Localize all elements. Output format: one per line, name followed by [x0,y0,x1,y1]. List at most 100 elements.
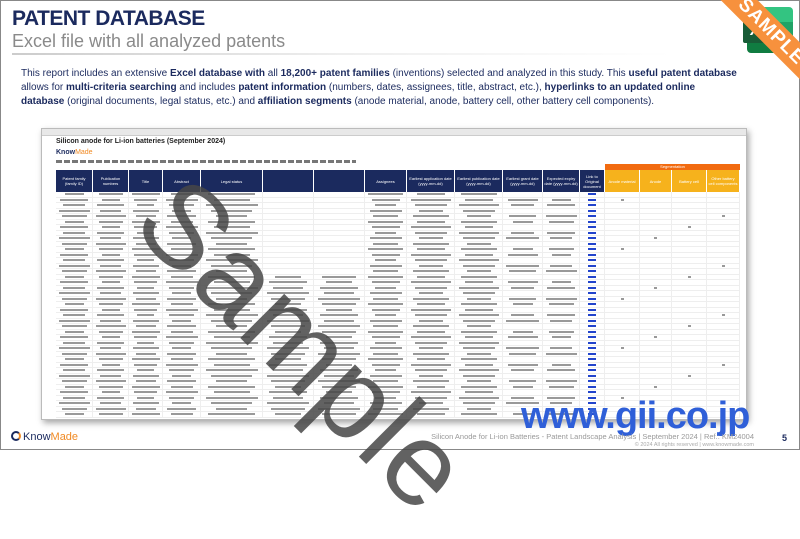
document-link[interactable] [588,413,596,416]
table-cell [163,335,201,340]
table-cell [314,313,365,318]
document-link[interactable] [588,209,596,212]
document-link[interactable] [588,193,596,196]
document-link[interactable] [588,402,596,405]
table-row [56,346,740,352]
table-cell [129,285,163,290]
table-cell [503,230,543,235]
intro-segment: Excel database with [169,68,266,79]
document-link[interactable] [588,303,596,306]
table-row [56,241,740,247]
document-link[interactable] [588,297,596,300]
table-cell [672,208,707,213]
document-link[interactable] [588,281,596,284]
table-cell [314,208,365,213]
document-link[interactable] [588,363,596,366]
document-link[interactable] [588,198,596,201]
document-link[interactable] [588,314,596,317]
document-link[interactable] [588,248,596,251]
document-link[interactable] [588,347,596,350]
document-link[interactable] [588,237,596,240]
table-cell [314,302,365,307]
table-cell [56,214,93,219]
column-header: Anode [640,170,672,192]
table-cell [503,258,543,263]
table-cell [56,219,93,224]
document-link[interactable] [588,275,596,278]
table-cell [580,412,605,417]
document-link[interactable] [588,341,596,344]
table-cell [672,230,707,235]
document-link[interactable] [588,396,596,399]
table-cell [163,357,201,362]
document-link[interactable] [588,407,596,410]
table-cell [455,313,503,318]
table-cell [707,302,740,307]
document-link[interactable] [588,369,596,372]
document-link[interactable] [588,204,596,207]
table-cell [543,357,580,362]
table-cell [263,335,314,340]
document-link[interactable] [588,374,596,377]
table-cell [56,208,93,213]
table-cell [640,258,672,263]
table-cell [543,390,580,395]
document-link[interactable] [588,336,596,339]
intro-segment: This report includes an extensive [21,68,170,79]
table-cell [263,203,314,208]
table-cell [503,395,543,400]
table-cell [365,302,407,307]
table-cell [201,291,263,296]
table-cell [263,368,314,373]
document-link[interactable] [588,259,596,262]
table-row [56,252,740,258]
table-cell [93,258,129,263]
document-link[interactable] [588,215,596,218]
table-cell [93,412,129,417]
document-link[interactable] [588,308,596,311]
document-link[interactable] [588,385,596,388]
table-cell [455,197,503,202]
document-link[interactable] [588,319,596,322]
table-cell [672,373,707,378]
table-cell [129,280,163,285]
table-cell [407,362,455,367]
document-link[interactable] [588,330,596,333]
table-cell [580,296,605,301]
document-link[interactable] [588,325,596,328]
document-link[interactable] [588,352,596,355]
table-cell [407,401,455,406]
table-cell [543,285,580,290]
table-cell [672,395,707,400]
document-link[interactable] [588,270,596,273]
document-link[interactable] [588,264,596,267]
table-cell [201,252,263,257]
table-cell [707,390,740,395]
document-link[interactable] [588,231,596,234]
table-cell [503,401,543,406]
document-link[interactable] [588,226,596,229]
table-cell [129,351,163,356]
document-link[interactable] [588,253,596,256]
document-link[interactable] [588,220,596,223]
table-cell [707,263,740,268]
table-cell [263,395,314,400]
document-link[interactable] [588,380,596,383]
table-cell [56,357,93,362]
document-link[interactable] [588,286,596,289]
table-cell [543,406,580,411]
table-cell [129,274,163,279]
table-cell [93,269,129,274]
table-cell [314,192,365,197]
document-link[interactable] [588,242,596,245]
table-cell [129,346,163,351]
table-cell [263,258,314,263]
document-link[interactable] [588,391,596,394]
table-cell [455,230,503,235]
document-link[interactable] [588,358,596,361]
table-cell [503,384,543,389]
table-cell [707,219,740,224]
document-link[interactable] [588,292,596,295]
table-cell [580,280,605,285]
table-cell [503,274,543,279]
